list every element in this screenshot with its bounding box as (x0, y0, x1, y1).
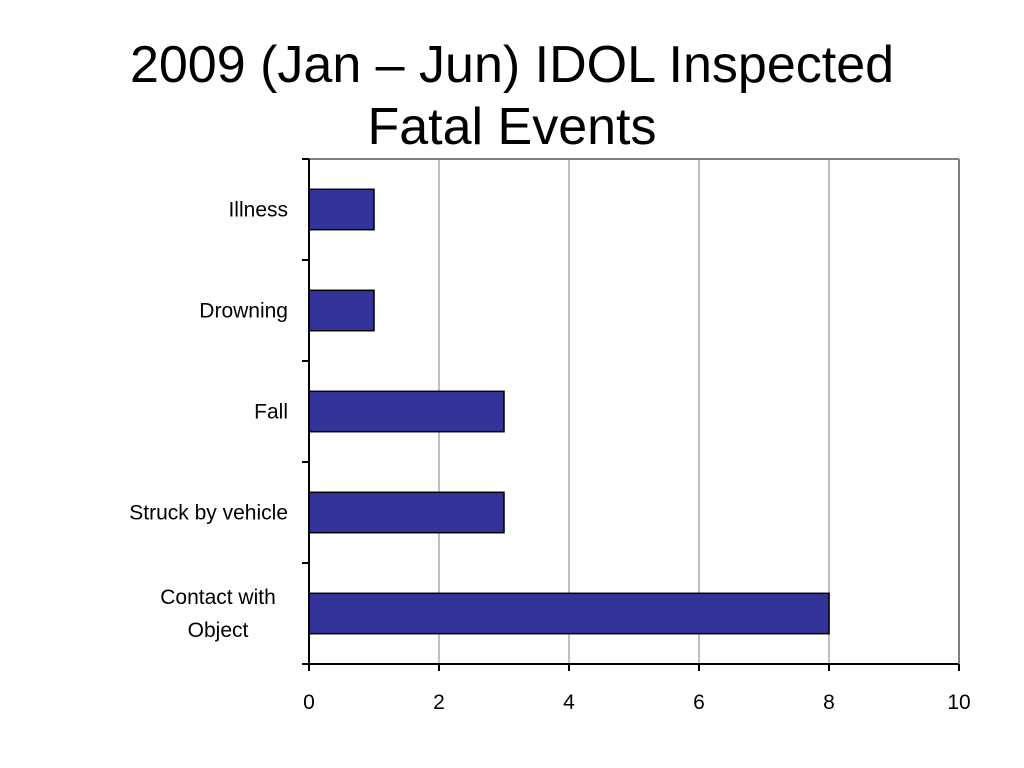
bar-4 (308, 592, 830, 635)
x-tick-label-5: 10 (947, 691, 970, 714)
x-tick-label-4: 8 (823, 691, 835, 714)
x-tick-label-0: 0 (303, 691, 315, 714)
x-tick-label-3: 6 (693, 691, 705, 714)
slide-title: 2009 (Jan – Jun) IDOL Inspected Fatal Ev… (0, 34, 1024, 158)
category-label-4-line-1: Object (188, 619, 249, 642)
category-label-4: Contact with Object (160, 586, 276, 642)
bar-3 (308, 491, 505, 534)
category-label-1: Drowning (199, 300, 288, 323)
x-tick-label-2: 4 (563, 691, 575, 714)
title-line-1: 2009 (Jan – Jun) IDOL Inspected (129, 36, 895, 94)
bar-0 (308, 188, 375, 231)
title-line-2: Fatal Events (367, 98, 657, 156)
category-label-2: Fall (254, 401, 288, 424)
category-label-0: Illness (228, 199, 288, 222)
x-tick-label-1: 2 (433, 691, 445, 714)
bar-1 (308, 289, 375, 332)
bar-2 (308, 390, 505, 433)
category-label-4-line-0: Contact with (160, 586, 276, 609)
category-label-3: Struck by vehicle (129, 502, 288, 525)
